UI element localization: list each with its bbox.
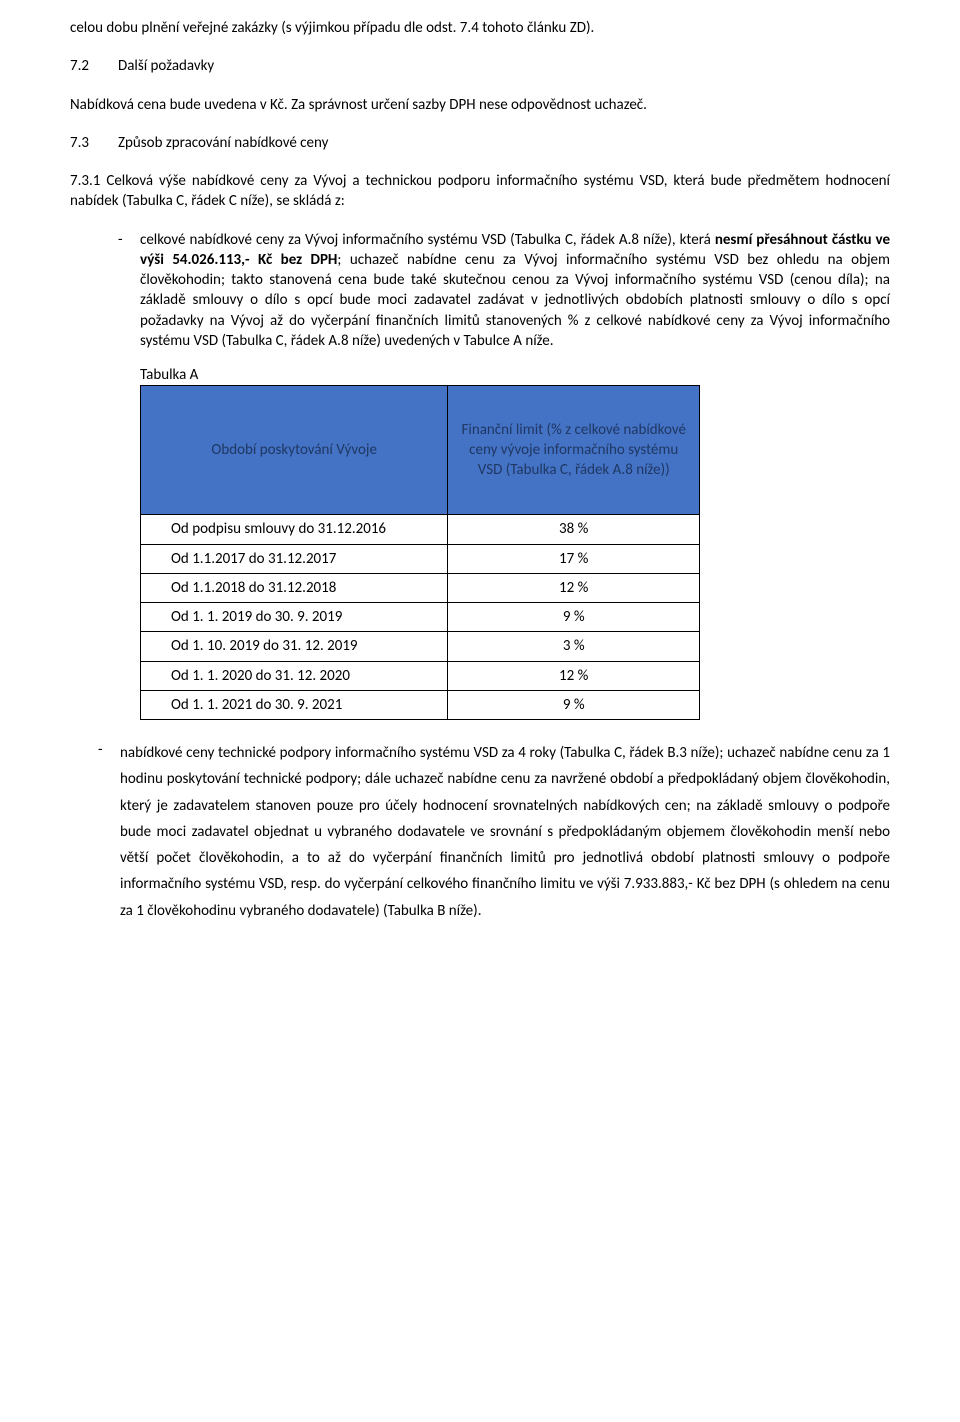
- table-a-limit: 3 %: [448, 632, 700, 661]
- table-row: Od 1.1.2017 do 31.12.201717 %: [141, 544, 700, 573]
- table-a-period: Od podpisu smlouvy do 31.12.2016: [141, 515, 448, 544]
- table-row: Od 1. 1. 2019 do 30. 9. 20199 %: [141, 603, 700, 632]
- table-a-limit: 12 %: [448, 573, 700, 602]
- table-a-period: Od 1. 10. 2019 do 31. 12. 2019: [141, 632, 448, 661]
- table-a-period: Od 1. 1. 2019 do 30. 9. 2019: [141, 603, 448, 632]
- table-a-limit: 9 %: [448, 603, 700, 632]
- table-a-limit: 38 %: [448, 515, 700, 544]
- table-a-period: Od 1.1.2018 do 31.12.2018: [141, 573, 448, 602]
- table-a-period: Od 1. 1. 2021 do 30. 9. 2021: [141, 690, 448, 719]
- table-a-label: Tabulka A: [70, 365, 890, 385]
- intro-paragraph: celou dobu plnění veřejné zakázky (s výj…: [70, 18, 890, 38]
- section-number: 7.2: [70, 56, 118, 76]
- table-row: Od 1. 10. 2019 do 31. 12. 20193 %: [141, 632, 700, 661]
- table-row: Od 1.1.2018 do 31.12.201812 %: [141, 573, 700, 602]
- paragraph-7-2: Nabídková cena bude uvedena v Kč. Za spr…: [70, 95, 890, 115]
- section-title: Další požadavky: [118, 56, 890, 76]
- table-a-limit: 12 %: [448, 661, 700, 690]
- section-7-2: 7.2 Další požadavky: [70, 56, 890, 76]
- bullet-1-text: celkové nabídkové ceny za Vývoj informač…: [140, 230, 890, 352]
- section-number: 7.3: [70, 133, 118, 153]
- bullet-dash-icon: -: [98, 740, 120, 924]
- table-a-limit: 17 %: [448, 544, 700, 573]
- bullet-2-text: nabídkové ceny technické podpory informa…: [120, 740, 890, 924]
- table-row: Od 1. 1. 2020 do 31. 12. 202012 %: [141, 661, 700, 690]
- bullet-1-pre: celkové nabídkové ceny za Vývoj informač…: [140, 231, 715, 249]
- table-a-col1-header: Období poskytování Vývoje: [141, 386, 448, 515]
- table-a-col2-header: Finanční limit (% z celkové nabídkové ce…: [448, 386, 700, 515]
- bullet-1: - celkové nabídkové ceny za Vývoj inform…: [70, 230, 890, 352]
- table-a-limit: 9 %: [448, 690, 700, 719]
- section-7-3: 7.3 Způsob zpracování nabídkové ceny: [70, 133, 890, 153]
- bullet-dash-icon: -: [118, 230, 140, 352]
- bullet-2: - nabídkové ceny technické podpory infor…: [70, 740, 890, 924]
- table-a-period: Od 1.1.2017 do 31.12.2017: [141, 544, 448, 573]
- table-row: Od podpisu smlouvy do 31.12.201638 %: [141, 515, 700, 544]
- table-row: Od 1. 1. 2021 do 30. 9. 20219 %: [141, 690, 700, 719]
- paragraph-7-3-1: 7.3.1 Celková výše nabídkové ceny za Výv…: [70, 171, 890, 212]
- table-a: Období poskytování Vývoje Finanční limit…: [140, 385, 700, 720]
- section-title: Způsob zpracování nabídkové ceny: [118, 133, 890, 153]
- table-a-period: Od 1. 1. 2020 do 31. 12. 2020: [141, 661, 448, 690]
